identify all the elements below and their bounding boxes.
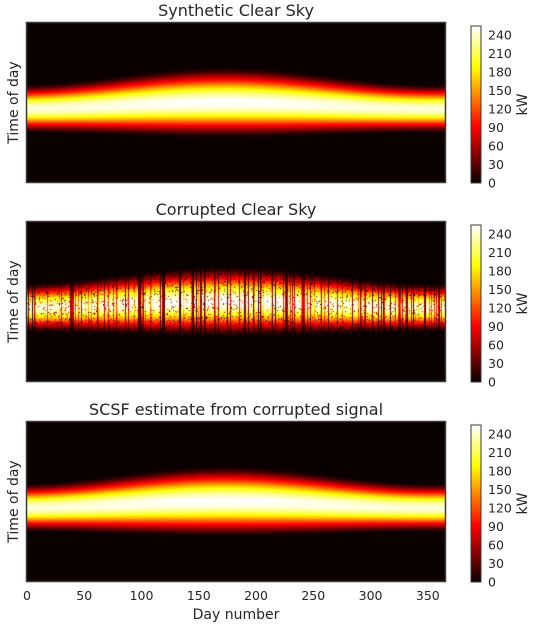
y-axis-label: Time of day <box>6 460 22 543</box>
y-axis-label: Time of day <box>6 260 22 343</box>
colorbar-tick-label: 150 <box>488 282 512 297</box>
y-axis-label: Time of day <box>6 61 22 144</box>
axes-frame <box>25 220 447 383</box>
colorbar-tick-label: 60 <box>488 538 504 553</box>
colorbar-tick-label: 30 <box>488 157 504 172</box>
x-tick-label: 100 <box>130 588 154 603</box>
heatmap-image <box>27 422 445 581</box>
colorbar-tick-label: 30 <box>488 356 504 371</box>
heatmap-image <box>27 23 445 182</box>
colorbar-tick-label: 180 <box>488 464 512 479</box>
x-tick-label: 350 <box>416 588 440 603</box>
heatmap-image <box>27 222 445 381</box>
colorbar <box>470 25 482 184</box>
heatmap-panel-2: Corrupted Clear Sky Time of day 0 30 60 90 120… <box>6 200 531 390</box>
x-tick-label: 250 <box>301 588 325 603</box>
colorbar-tick-label: 90 <box>488 120 504 135</box>
chart-title: Corrupted Clear Sky <box>156 200 317 219</box>
x-tick-label: 150 <box>187 588 211 603</box>
colorbar-label: kW <box>515 93 531 115</box>
colorbar-tick-label: 90 <box>488 319 504 334</box>
colorbar-tick-label: 180 <box>488 264 512 279</box>
colorbar <box>470 224 482 383</box>
heatmap-panel-1: Synthetic Clear Sky Time of day 0 30 60 90 120… <box>6 1 531 191</box>
colorbar-tick-label: 60 <box>488 338 504 353</box>
colorbar-tick-label: 240 <box>488 427 512 442</box>
colorbar-tick-label: 0 <box>488 375 496 390</box>
colorbar-tick-label: 30 <box>488 556 504 571</box>
colorbar-tick-label: 120 <box>488 501 512 516</box>
x-tick-label: 300 <box>359 588 383 603</box>
colorbar-tick-label: 60 <box>488 139 504 154</box>
colorbar-tick-label: 210 <box>488 445 512 460</box>
colorbar-tick-label: 180 <box>488 65 512 80</box>
chart-title: SCSF estimate from corrupted signal <box>89 400 383 419</box>
colorbar-tick-label: 90 <box>488 519 504 534</box>
colorbar-tick-label: 120 <box>488 301 512 316</box>
colorbar-tick-label: 150 <box>488 83 512 98</box>
heatmap-panel-3: SCSF estimate from corrupted signal Time … <box>6 400 531 623</box>
colorbar-tick-label: 0 <box>488 575 496 590</box>
colorbar-label: kW <box>515 492 531 514</box>
colorbar-label: kW <box>515 292 531 314</box>
x-tick-label: 200 <box>244 588 268 603</box>
colorbar-tick-label: 0 <box>488 176 496 191</box>
x-axis-label: Day number <box>193 607 280 623</box>
colorbar-tick-label: 120 <box>488 102 512 117</box>
colorbar-tick-label: 210 <box>488 46 512 61</box>
colorbar-tick-label: 210 <box>488 245 512 260</box>
x-tick-label: 50 <box>76 588 92 603</box>
chart-title: Synthetic Clear Sky <box>158 1 314 20</box>
axes-frame <box>25 420 447 583</box>
x-tick-label: 0 <box>23 588 31 603</box>
colorbar-tick-label: 240 <box>488 227 512 242</box>
colorbar <box>470 424 482 583</box>
colorbar-tick-label: 150 <box>488 482 512 497</box>
axes-frame <box>25 21 447 184</box>
colorbar-tick-label: 240 <box>488 28 512 43</box>
